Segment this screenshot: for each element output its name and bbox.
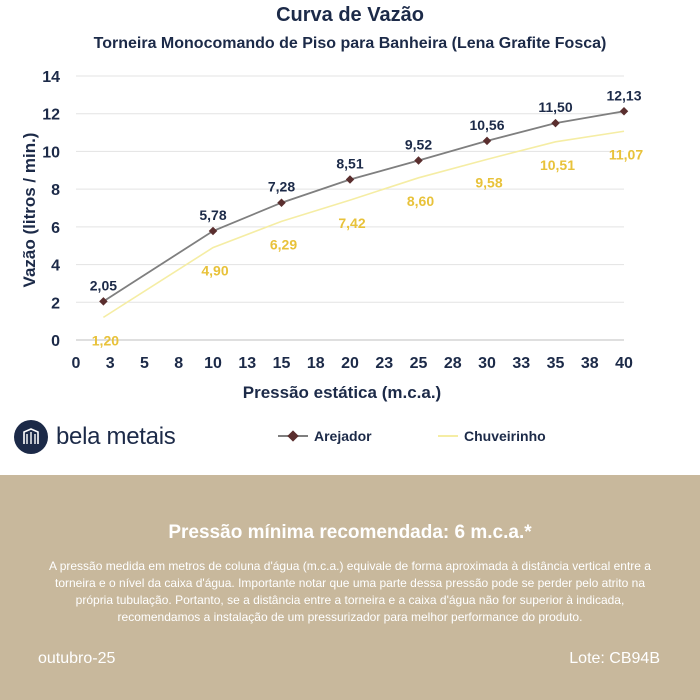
- x-tick-label: 18: [307, 355, 325, 372]
- x-tick-label: 28: [444, 355, 462, 372]
- arejador-data-label: 12,13: [606, 87, 641, 103]
- x-tick-label: 23: [375, 355, 393, 372]
- y-tick-label: 4: [51, 258, 60, 275]
- arejador-point: [345, 175, 355, 184]
- chuveirinho-legend-line: [438, 435, 458, 437]
- chuveirinho-line: [102, 130, 625, 319]
- chart-title: Curva de Vazão: [276, 4, 424, 26]
- arejador-data-label: 8,51: [336, 156, 363, 172]
- x-tick-label: 8: [174, 355, 183, 372]
- x-tick-label: 38: [581, 355, 599, 372]
- x-tick-label: 0: [72, 355, 81, 372]
- grid-lines: [76, 75, 624, 341]
- arejador-point: [414, 156, 423, 165]
- y-tick-label: 8: [51, 182, 60, 199]
- chuveirinho-data-label: 9,58: [475, 174, 502, 190]
- arejador-data-label: 9,52: [405, 136, 432, 152]
- y-tick-label: 12: [42, 107, 60, 124]
- arejador-point: [551, 118, 560, 128]
- y-axis-title: Vazão (litros / min.): [20, 133, 39, 288]
- y-tick-label: 6: [51, 220, 60, 237]
- legend-item-chuveirinho: Chuveirinho: [438, 428, 546, 444]
- brand-logo: bela metais: [14, 420, 176, 454]
- x-tick-label: 13: [238, 355, 256, 372]
- arejador-data-label: 10,56: [469, 117, 504, 133]
- x-tick-label: 40: [615, 355, 633, 372]
- arejador-data-label: 7,28: [268, 179, 295, 195]
- footer-lot: Lote: CB94B: [569, 650, 660, 667]
- x-tick-label: 5: [140, 355, 149, 372]
- arejador-point: [619, 107, 629, 116]
- footer-panel: Pressão mínima recomendada: 6 m.c.a.* A …: [0, 475, 700, 700]
- arejador-point: [208, 226, 218, 236]
- chuveirinho-data-label: 8,60: [407, 193, 434, 209]
- arejador-data-label: 5,78: [199, 207, 226, 223]
- arejador-line: [102, 110, 625, 303]
- legend-label: Arejador: [314, 428, 372, 444]
- chuveirinho-data-label: 4,90: [201, 263, 228, 279]
- y-tick-label: 0: [51, 333, 60, 350]
- y-tick-label: 2: [51, 295, 60, 312]
- arejador-point: [482, 136, 492, 146]
- chart-subtitle: Torneira Monocomando de Piso para Banhei…: [93, 35, 607, 52]
- x-tick-label: 20: [341, 355, 359, 372]
- x-tick-label: 35: [547, 355, 565, 372]
- chuveirinho-data-label: 11,07: [609, 146, 643, 162]
- arejador-data-label: 11,50: [538, 99, 572, 115]
- chuveirinho-data-label: 7,42: [338, 215, 365, 231]
- arejador-point: [277, 198, 286, 207]
- x-axis-ticks: 0 3 5 8 10 13 15 18 20 23 25 28 30 33 35 38 40: [72, 355, 633, 372]
- x-tick-label: 30: [478, 355, 496, 372]
- arejador-data-label: 2,05: [90, 277, 117, 293]
- chuveirinho-data-label: 10,51: [540, 157, 575, 173]
- x-tick-label: 25: [410, 355, 428, 372]
- pressure-note: A pressão medida em metros de coluna d'á…: [49, 559, 651, 624]
- legend-label: Chuveirinho: [464, 428, 546, 444]
- series-layer: 1,20 4,90 6,29 7,42 8,60 9,58 10,51 11,07 2,05 5,…: [90, 87, 644, 348]
- x-tick-label: 3: [106, 355, 115, 372]
- arejador-legend-marker: [278, 430, 308, 442]
- chuveirinho-data-label: 1,20: [92, 332, 119, 348]
- arejador-point: [99, 297, 108, 306]
- x-axis-title: Pressão estática (m.c.a.): [243, 383, 441, 402]
- legend-item-arejador: Arejador: [278, 428, 372, 444]
- footer-date: outubro-25: [38, 650, 116, 667]
- chuveirinho-data-label: 6,29: [270, 236, 297, 252]
- x-tick-label: 10: [204, 355, 222, 372]
- x-tick-label: 15: [273, 355, 291, 372]
- y-tick-label: 10: [42, 144, 60, 161]
- bela-metais-logo-icon: [14, 420, 48, 454]
- y-axis-ticks: 0 2 4 6 8 10 12 14: [42, 69, 60, 350]
- brand-name: bela metais: [56, 423, 176, 450]
- x-tick-label: 33: [512, 355, 530, 372]
- y-tick-label: 14: [42, 69, 60, 86]
- minimum-pressure-heading: Pressão mínima recomendada: 6 m.c.a.*: [168, 522, 532, 543]
